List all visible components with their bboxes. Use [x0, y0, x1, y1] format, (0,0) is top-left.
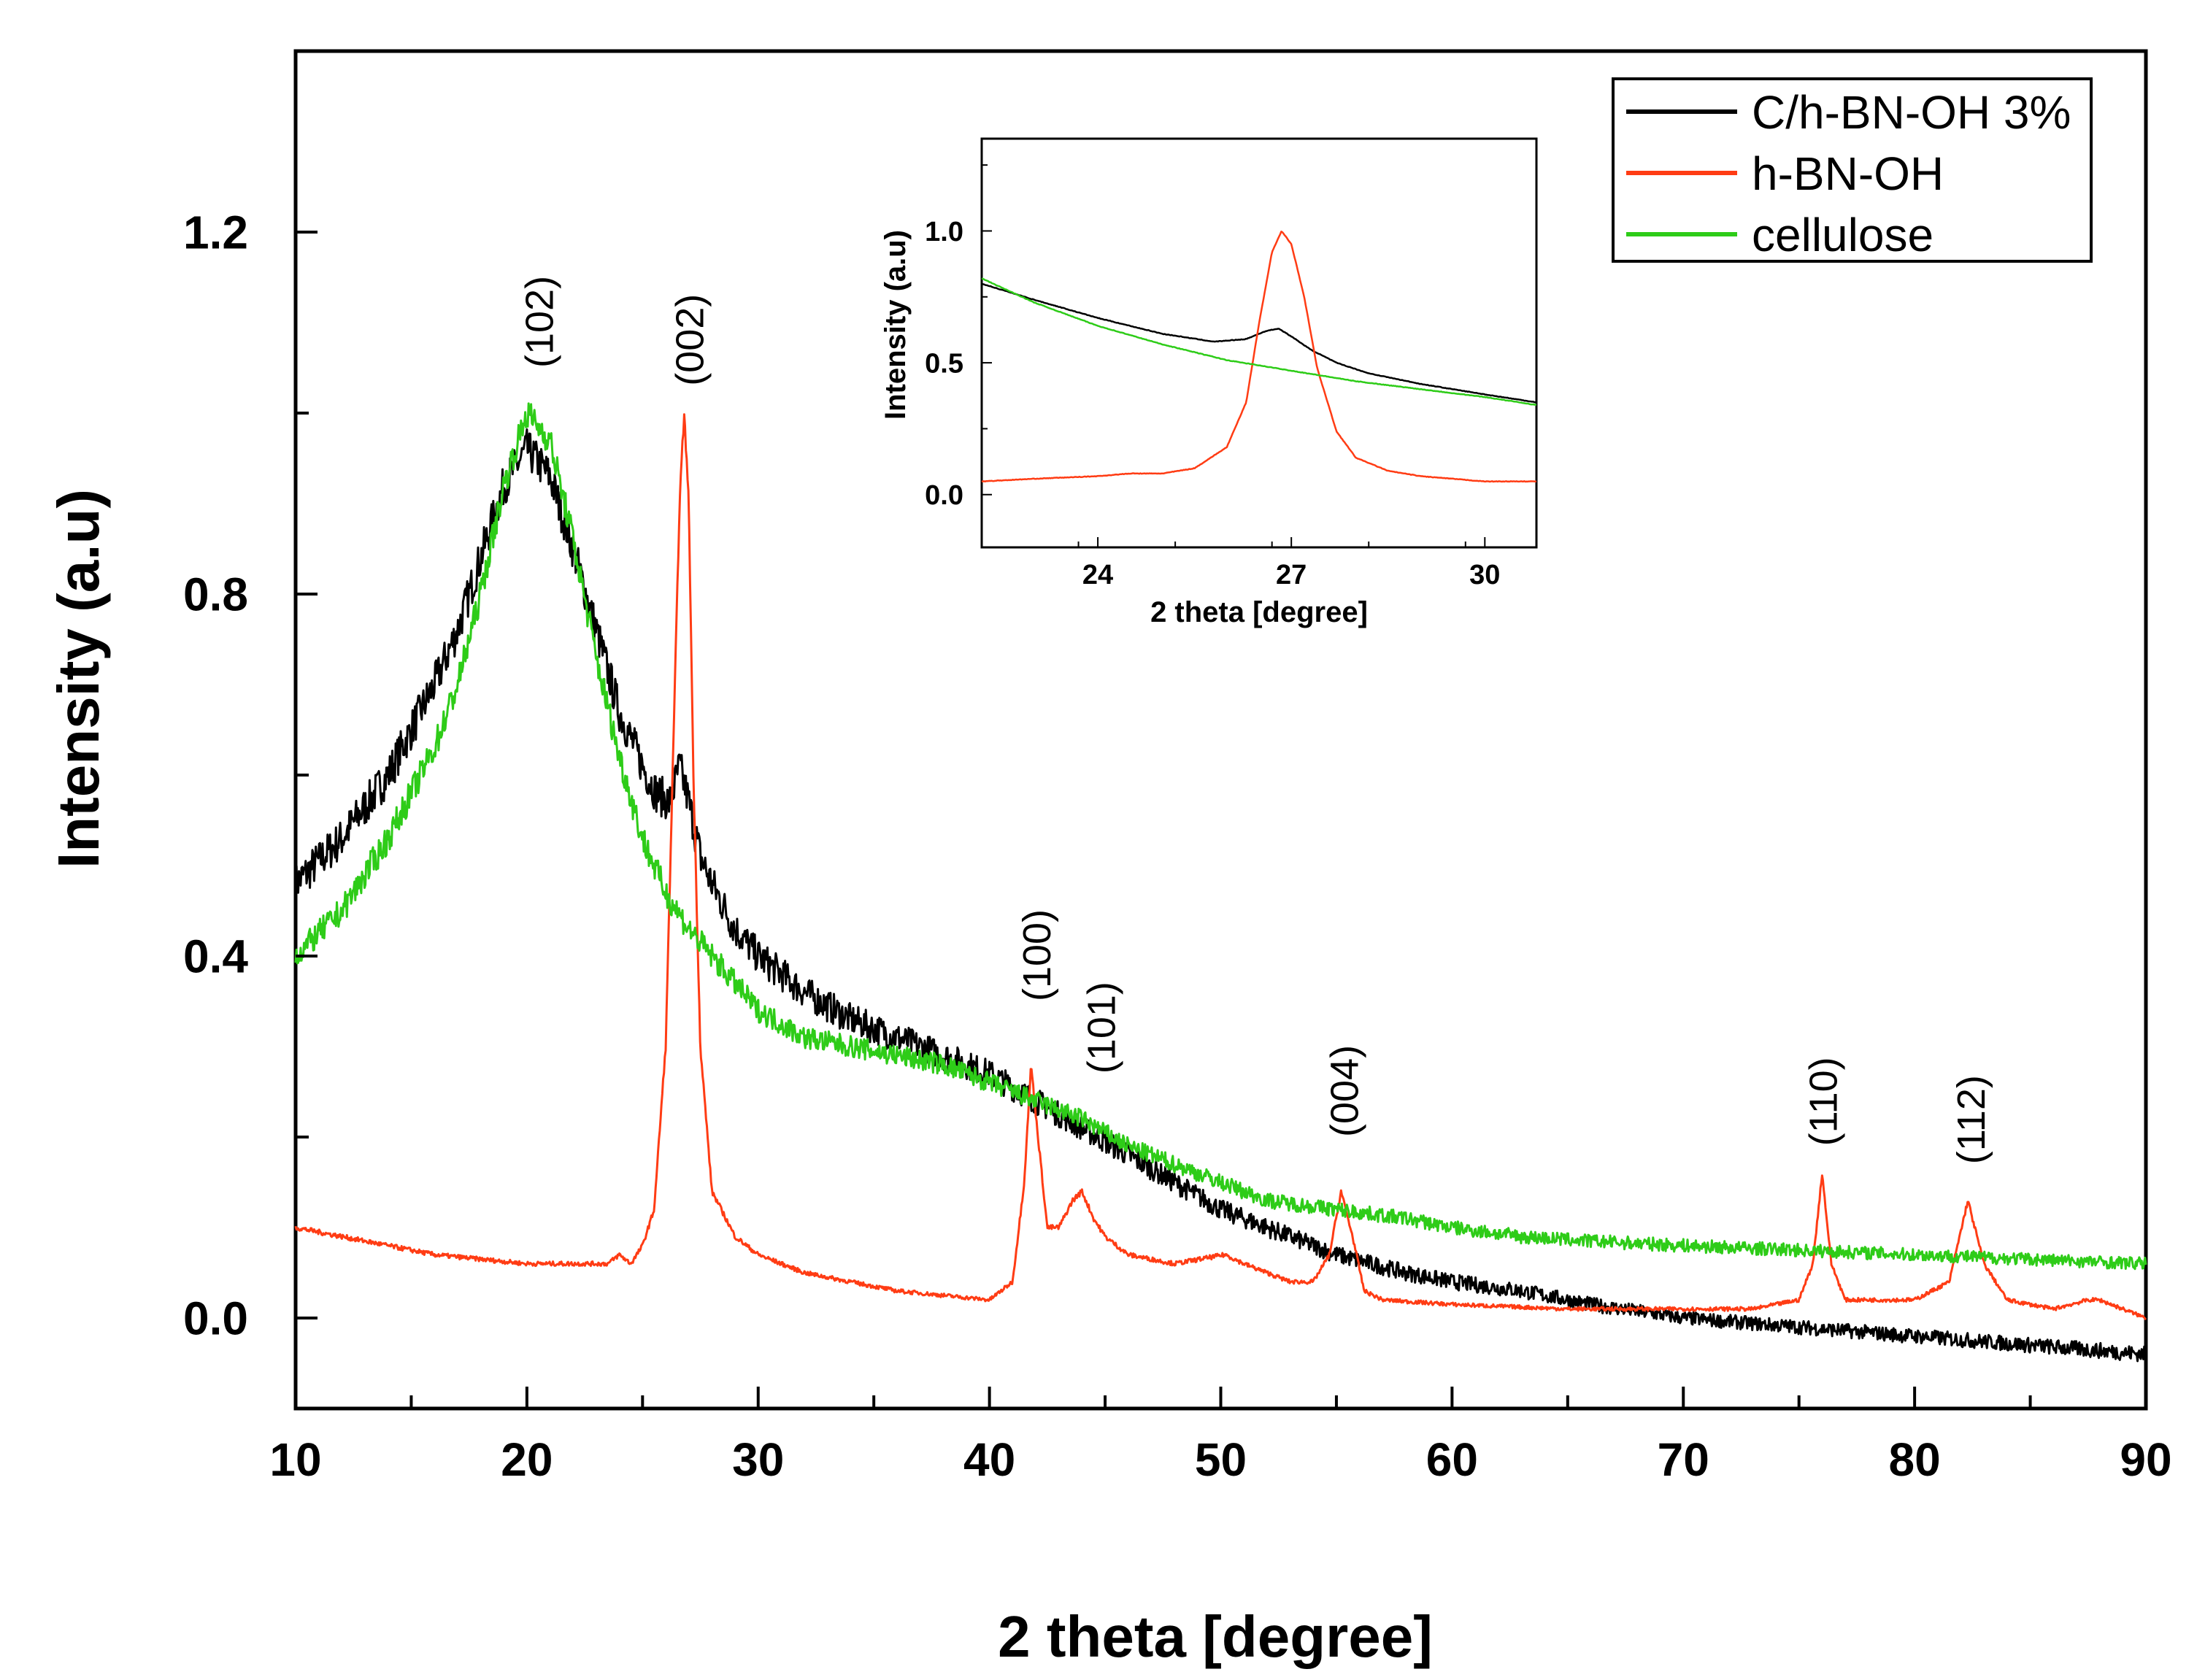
main-x-tick-label: 10	[269, 1433, 321, 1486]
peak-label-112: (112)	[1950, 1075, 1993, 1164]
main-y-tick-label: 0.4	[183, 930, 248, 982]
main-x-tick-label: 50	[1195, 1433, 1247, 1486]
peak-label-100: (100)	[1015, 909, 1059, 1001]
inset-axes-group: 24 27 30 0.0 0.5 1.0	[925, 164, 1500, 590]
legend-label-cellulose: cellulose	[1752, 209, 1934, 261]
inset-chart: 24 27 30 0.0 0.5 1.0 2 theta [degree] Intensi…	[880, 137, 1538, 628]
main-series-group	[294, 402, 2147, 1363]
inset-x-tick-label: 27	[1276, 560, 1307, 590]
main-x-tick-label: 80	[1889, 1433, 1941, 1486]
peak-label-102: (102)	[518, 276, 562, 368]
legend-label-hbn-oh: h-BN-OH	[1752, 147, 1944, 200]
main-y-tick-label: 0.8	[183, 568, 248, 620]
inset-series-c-h-bn-oh-3	[981, 282, 1537, 404]
main-x-tick-label: 30	[732, 1433, 784, 1486]
y-axis-title: Intensity (a.u)	[46, 489, 111, 868]
inset-y-axis-title: Intensity (a.u)	[880, 230, 912, 420]
peak-label-002: (002)	[669, 294, 712, 386]
main-series-c-h-bn-oh-3	[294, 428, 2147, 1363]
main-x-tick-label: 70	[1658, 1433, 1709, 1486]
main-x-tick-label: 60	[1426, 1433, 1478, 1486]
inset-x-tick-label: 30	[1469, 560, 1500, 590]
legend-box	[1612, 77, 2093, 263]
main-x-tick-label: 40	[963, 1433, 1015, 1486]
inset-series-group	[981, 231, 1537, 483]
legend-label-c-hbn-oh: C/h-BN-OH 3%	[1752, 86, 2071, 139]
main-series-h-bn-oh	[294, 413, 2147, 1321]
legend: C/h-BN-OH 3% h-BN-OH cellulose	[1612, 77, 2093, 263]
peak-annotations: (102) (002) (100) (101) (004) (110) (112)	[518, 276, 1993, 1164]
inset-series-h-bn-oh	[981, 231, 1537, 483]
main-series-cellulose	[294, 402, 2147, 1271]
main-y-tick-label: 0.0	[183, 1292, 248, 1344]
inset-y-tick-label: 0.5	[925, 348, 963, 379]
x-axis-title: 2 theta [degree]	[998, 1604, 1433, 1669]
inset-x-axis-title: 2 theta [degree]	[1150, 596, 1368, 628]
peak-label-110: (110)	[1801, 1057, 1845, 1146]
inset-series-cellulose	[981, 277, 1537, 406]
main-x-tick-label: 90	[2120, 1433, 2171, 1486]
main-x-tick-label: 20	[501, 1433, 553, 1486]
main-y-tick-label: 1.2	[183, 206, 248, 258]
main-axes-group: 10 20 30 40 50 60 70 80 90 0.0 0.4 0.8 1.2	[183, 50, 2172, 1486]
inset-y-tick-label: 0.0	[925, 480, 963, 511]
inset-plot-frame	[980, 137, 1538, 549]
inset-x-tick-label: 24	[1082, 560, 1113, 590]
inset-y-tick-label: 1.0	[925, 217, 963, 247]
peak-label-101: (101)	[1080, 982, 1124, 1074]
peak-label-004: (004)	[1323, 1045, 1366, 1137]
